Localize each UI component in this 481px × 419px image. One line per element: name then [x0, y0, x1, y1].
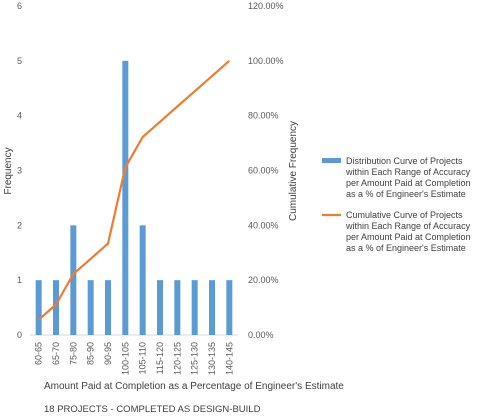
y-tick-label: 0	[17, 330, 22, 340]
y2-tick-label: 0.00%	[248, 330, 274, 340]
y2-tick-label: 40.00%	[248, 220, 279, 230]
bar	[122, 60, 129, 335]
y-tick-label: 5	[17, 56, 22, 66]
legend-label: Cumulative Curve of Projects	[346, 210, 463, 220]
bar	[70, 225, 77, 335]
bar	[226, 280, 233, 335]
legend-label: per Amount Paid at Completion	[346, 232, 471, 242]
y2-tick-label: 80.00%	[248, 111, 279, 121]
y-tick-label: 6	[17, 1, 22, 11]
y2-tick-label: 100.00%	[248, 56, 284, 66]
bar	[35, 280, 42, 335]
y-axis-ticks: 0 1 2 3 4 5 6	[17, 1, 22, 340]
footer-note: 18 PROJECTS - COMPLETED AS DESIGN-BUILD	[44, 404, 261, 415]
y-tick-label: 4	[17, 111, 22, 121]
bar	[191, 280, 198, 335]
x-tick-label: 105-110	[138, 342, 148, 374]
x-axis-title: Amount Paid at Completion as a Percentag…	[44, 381, 344, 392]
legend-label: within Each Range of Accuracy	[345, 167, 471, 177]
legend-label: as a % of Engineer's Estimate	[346, 243, 466, 253]
y-tick-label: 1	[17, 275, 22, 285]
legend-label: as a % of Engineer's Estimate	[346, 189, 466, 199]
y2-axis-ticks: 0.00% 20.00% 40.00% 60.00% 80.00% 100.00% 120.…	[248, 1, 284, 340]
legend-label: per Amount Paid at Completion	[346, 178, 471, 188]
bar	[139, 225, 146, 335]
x-tick-label: 75-80	[68, 342, 78, 365]
x-tick-label: 130-135	[207, 342, 217, 375]
bar	[53, 280, 59, 335]
x-tick-label: 115-120	[155, 342, 165, 374]
legend-swatch-bar	[322, 158, 341, 163]
bar	[87, 280, 94, 335]
x-tick-label: 60-65	[34, 342, 44, 365]
x-tick-label: 120-125	[172, 342, 182, 375]
legend-label: Distribution Curve of Projects	[346, 156, 463, 166]
bar	[105, 280, 111, 335]
x-tick-label: 100-105	[120, 342, 130, 375]
y-tick-label: 3	[17, 166, 22, 176]
legend-label: within Each Range of Accuracy	[345, 221, 471, 231]
bar	[174, 280, 181, 335]
x-tick-label: 125-130	[190, 342, 200, 375]
bar	[209, 280, 215, 335]
y2-tick-label: 120.00%	[248, 1, 284, 11]
bar-series	[35, 60, 233, 335]
x-tick-label: 85-90	[86, 342, 96, 365]
y-axis-title: Frequency	[3, 147, 14, 194]
cumulative-line	[37, 59, 231, 321]
x-tick-label: 140-145	[224, 342, 234, 375]
y2-axis-title: Cumulative Frequency	[288, 121, 299, 221]
y-tick-label: 2	[17, 220, 22, 230]
bar	[157, 280, 163, 335]
x-tick-label: 90-95	[103, 342, 113, 365]
y2-tick-label: 20.00%	[248, 275, 279, 285]
x-axis-ticks: 60-65 65-70 75-80 85-90 90-95 100-105 105-110 1…	[34, 342, 235, 375]
x-tick-label: 65-70	[51, 342, 61, 365]
y2-tick-label: 60.00%	[248, 166, 279, 176]
